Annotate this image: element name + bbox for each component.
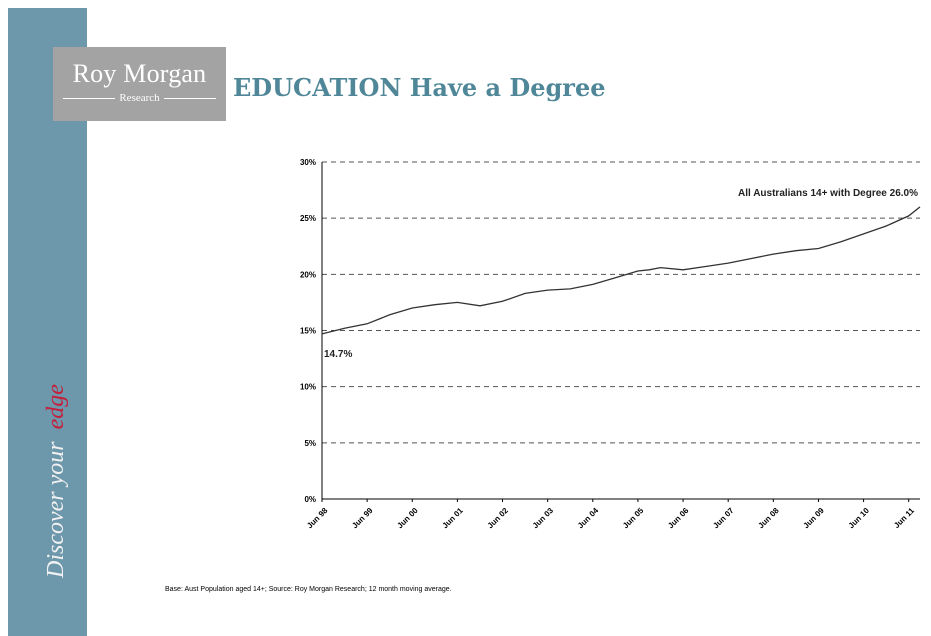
page-title: EDUCATION Have a Degree bbox=[233, 73, 606, 102]
tagline: Discover your edge bbox=[43, 384, 69, 579]
x-tick-label: Jun 06 bbox=[666, 506, 691, 531]
x-tick-label: Jun 07 bbox=[711, 506, 736, 531]
y-tick-label: 10% bbox=[300, 383, 316, 392]
y-tick-label: 0% bbox=[304, 495, 316, 504]
source-note: Base: Aust Population aged 14+; Source: … bbox=[165, 586, 452, 593]
x-tick-label: Jun 00 bbox=[395, 506, 420, 531]
x-tick-label: Jun 09 bbox=[802, 506, 827, 531]
x-tick-label: Jun 10 bbox=[847, 506, 872, 531]
logo-subline: Research bbox=[63, 91, 216, 105]
y-tick-label: 5% bbox=[304, 439, 316, 448]
logo-rule-left bbox=[63, 97, 116, 99]
logo-sub: Research bbox=[119, 92, 160, 104]
x-tick-label: Jun 05 bbox=[621, 506, 646, 531]
series-line bbox=[321, 206, 921, 335]
logo-rule-right bbox=[163, 97, 216, 99]
x-tick-label: Jun 03 bbox=[531, 506, 556, 531]
end-value-label: All Australians 14+ with Degree 26.0% bbox=[738, 188, 918, 199]
x-tick-label: Jun 99 bbox=[350, 506, 375, 531]
y-tick-label: 20% bbox=[300, 270, 316, 279]
start-value-label: 14.7% bbox=[324, 349, 352, 360]
tagline-text: Discover your bbox=[43, 441, 69, 579]
x-tick-label: Jun 01 bbox=[441, 506, 466, 531]
x-tick-label: Jun 11 bbox=[892, 506, 916, 530]
x-tick-label: Jun 08 bbox=[756, 506, 781, 531]
x-tick-label: Jun 98 bbox=[305, 506, 330, 531]
y-tick-label: 15% bbox=[300, 327, 316, 336]
y-tick-label: 25% bbox=[300, 214, 316, 223]
y-tick-label: 30% bbox=[300, 158, 316, 167]
x-tick-label: Jun 04 bbox=[576, 506, 601, 531]
tagline-accent: edge bbox=[43, 384, 69, 430]
logo-name: Roy Morgan bbox=[72, 59, 207, 88]
roy-morgan-logo: Roy Morgan Research bbox=[53, 47, 226, 121]
svg-text:Discover your edge: Discover your edge bbox=[43, 384, 69, 579]
x-tick-label: Jun 02 bbox=[486, 506, 511, 531]
